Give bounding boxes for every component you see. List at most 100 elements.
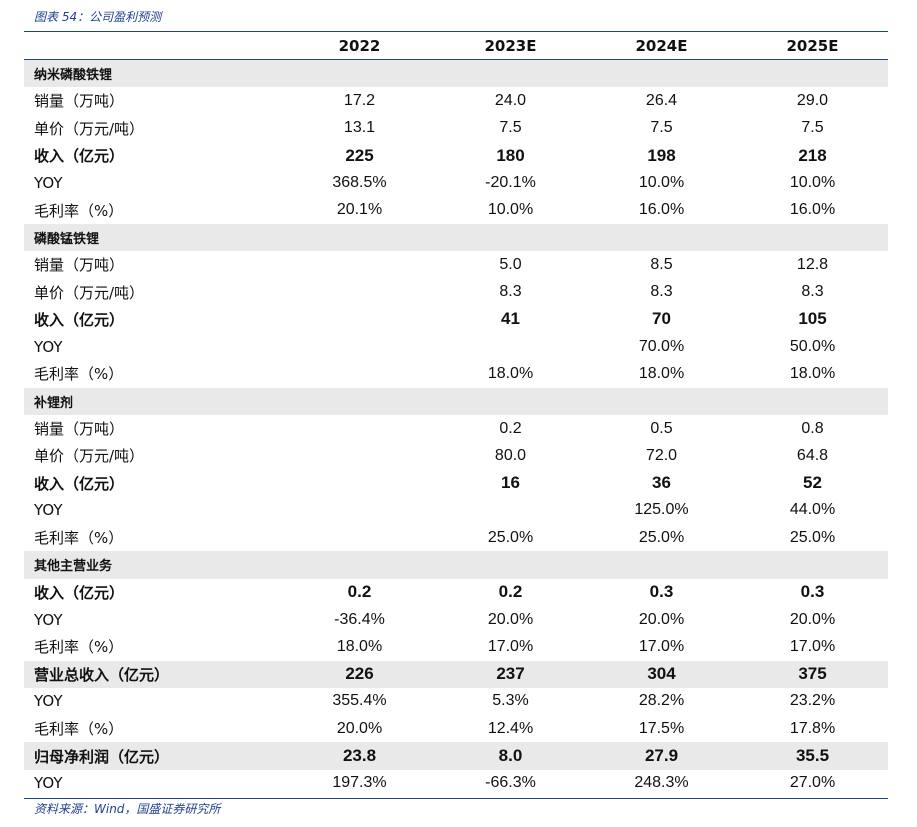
value-cell: 80.0 [494, 446, 527, 464]
value-cell: 26.4 [645, 91, 678, 109]
value-cell: 35.5 [737, 742, 888, 770]
value-cell: 0.8 [801, 419, 824, 437]
row-label: YOY [34, 501, 63, 520]
value-cell: 10.0% [638, 173, 685, 191]
table-row: 单价（万元/吨） 80.0 72.0 64.8 [24, 442, 888, 469]
value-cell: 355.4% [332, 692, 387, 710]
table-row: 销量（万吨） 17.2 24.0 26.4 29.0 [24, 87, 888, 114]
row-label: YOY [34, 337, 63, 356]
value-cell: 304 [586, 660, 737, 688]
value-cell [284, 278, 435, 305]
value-cell: 8.3 [801, 283, 824, 301]
value-cell: 10.0% [487, 201, 534, 219]
value-cell [284, 524, 435, 551]
value-cell: 70.0% [638, 337, 685, 355]
value-cell: 25.0% [487, 528, 534, 546]
value-cell: 17.0% [789, 637, 836, 655]
table-row: 单价（万元/吨） 13.1 7.5 7.5 7.5 [24, 115, 888, 142]
value-cell: 29.0 [796, 91, 829, 109]
row-label: 毛利率（%） [34, 201, 124, 220]
table-row: 毛利率（%） 18.0% 17.0% 17.0% 17.0% [24, 633, 888, 660]
value-cell [284, 469, 435, 496]
value-cell: 16.0% [638, 201, 685, 219]
value-cell: 12.8 [796, 255, 829, 273]
value-cell: 28.2% [638, 692, 685, 710]
table-row: YOY 70.0% 50.0% [24, 333, 888, 360]
top-rule [24, 31, 888, 32]
row-label: 毛利率（%） [34, 529, 124, 548]
value-cell [284, 442, 435, 469]
value-cell [435, 223, 586, 252]
value-cell: 12.4% [487, 719, 534, 737]
table-row: 归母净利润（亿元） 23.8 8.0 27.9 35.5 [24, 742, 888, 770]
value-cell: 23.2% [789, 692, 836, 710]
source-note: 资料来源：Wind，国盛证券研究所 [34, 802, 221, 816]
value-cell: 197.3% [332, 774, 387, 792]
header-cell: 2025E [737, 32, 888, 60]
value-cell: 0.2 [347, 582, 372, 602]
value-cell: 0.3 [649, 582, 674, 602]
value-cell: 20.0% [789, 610, 836, 628]
value-cell: 5.0 [499, 255, 522, 273]
table-row: 毛利率（%） 25.0% 25.0% 25.0% [24, 524, 888, 551]
value-cell: 10.0% [789, 173, 836, 191]
table-row: 收入（亿元） 41 70 105 [24, 306, 888, 333]
table-row: YOY 125.0% 44.0% [24, 497, 888, 524]
table-row: 销量（万吨） 5.0 8.5 12.8 [24, 251, 888, 278]
value-cell: 18.0% [336, 637, 383, 655]
table-row: 收入（亿元） 0.2 0.2 0.3 0.3 [24, 579, 888, 606]
value-cell: 44.0% [789, 501, 836, 519]
value-cell: 0.2 [498, 582, 523, 602]
table-row: 补锂剂 [24, 387, 888, 415]
value-cell: 13.1 [343, 119, 376, 137]
value-cell: 24.0 [494, 91, 527, 109]
value-cell: 17.0% [638, 637, 685, 655]
row-label: 毛利率（%） [34, 365, 124, 384]
row-label: 销量（万吨） [34, 92, 125, 111]
row-label: 磷酸锰铁锂 [24, 223, 284, 252]
value-cell: 50.0% [789, 337, 836, 355]
table-row: 单价（万元/吨） 8.3 8.3 8.3 [24, 278, 888, 305]
table-row: 销量（万吨） 0.2 0.5 0.8 [24, 415, 888, 442]
value-cell: 8.3 [499, 283, 522, 301]
value-cell: 36 [652, 473, 671, 493]
table-row: 纳米磷酸铁锂 [24, 59, 888, 88]
table-row: YOY -36.4% 20.0% 20.0% 20.0% [24, 606, 888, 633]
value-cell [435, 59, 586, 88]
value-cell: 20.0% [336, 719, 383, 737]
value-cell: -66.3% [485, 774, 536, 792]
row-label: 收入（亿元） [34, 474, 125, 493]
table-row: YOY 197.3% -66.3% 248.3% 27.0% [24, 770, 888, 797]
row-label: 收入（亿元） [34, 310, 125, 329]
value-cell: 0.3 [800, 582, 825, 602]
value-cell: 8.3 [650, 283, 673, 301]
value-cell: -36.4% [334, 610, 385, 628]
value-cell: 17.0% [487, 637, 534, 655]
value-cell: 52 [803, 473, 822, 493]
value-cell [284, 360, 435, 387]
value-cell: 27.0% [789, 774, 836, 792]
value-cell [586, 387, 737, 415]
value-cell: 180 [496, 145, 525, 165]
row-label: 收入（亿元） [34, 583, 125, 602]
value-cell: 41 [501, 309, 520, 329]
table-row: 营业总收入（亿元） 226 237 304 375 [24, 660, 888, 688]
value-cell: 375 [737, 660, 888, 688]
value-cell [435, 387, 586, 415]
value-cell: 20.1% [336, 201, 383, 219]
value-cell: 198 [647, 145, 676, 165]
value-cell: 64.8 [796, 446, 829, 464]
value-cell [586, 59, 737, 88]
table-row: 磷酸锰铁锂 [24, 223, 888, 252]
row-label: 销量（万吨） [34, 256, 125, 275]
value-cell: 16.0% [789, 201, 836, 219]
value-cell: 7.5 [499, 119, 522, 137]
row-label: 毛利率（%） [34, 720, 124, 739]
value-cell [284, 251, 435, 278]
value-cell [284, 497, 435, 524]
value-cell: -20.1% [485, 173, 536, 191]
value-cell: 25.0% [638, 528, 685, 546]
value-cell: 20.0% [638, 610, 685, 628]
header-row: 2022 2023E 2024E 2025E [24, 32, 888, 60]
value-cell [435, 551, 586, 579]
